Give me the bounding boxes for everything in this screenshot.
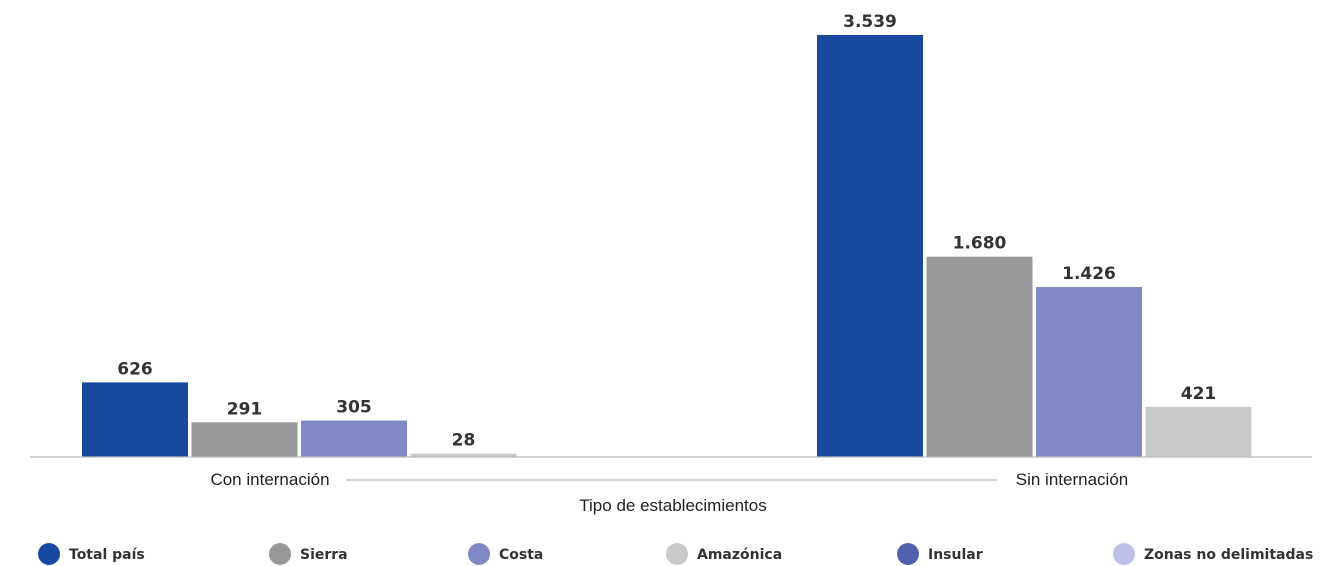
legend-label: Sierra	[300, 547, 348, 563]
x-axis-title: Tipo de establecimientos	[579, 496, 766, 515]
legend-label: Zonas no delimitadas	[1144, 547, 1313, 563]
legend-item-zonas-no-delimitadas: Zonas no delimitadas	[1113, 543, 1313, 565]
legend-swatch	[468, 543, 490, 565]
legend-item-amazónica: Amazónica	[666, 543, 782, 565]
data-label: 3.539	[843, 12, 897, 32]
legend-swatch	[38, 543, 60, 565]
bar-amazónica-0	[410, 453, 517, 457]
data-label: 1.680	[953, 234, 1007, 254]
legend-swatch	[269, 543, 291, 565]
legend-item-insular: Insular	[897, 543, 983, 565]
legend-label: Total país	[69, 547, 145, 563]
data-label: 421	[1181, 384, 1217, 404]
legend-item-sierra: Sierra	[269, 543, 348, 565]
legend-swatch	[1113, 543, 1135, 565]
legend: Total país Sierra Costa Amazónica Insular Zon…	[38, 543, 1313, 565]
bar-amazónica-1	[1145, 406, 1252, 457]
bars-layer	[82, 35, 1252, 457]
legend-label: Costa	[499, 547, 543, 563]
legend-item-total-país: Total país	[38, 543, 145, 565]
legend-label: Insular	[928, 547, 983, 563]
category-label-con-internacion: Con internación	[210, 470, 329, 489]
legend-swatch	[897, 543, 919, 565]
bar-total-país-1	[817, 35, 923, 457]
bar-total-país-0	[82, 382, 188, 457]
category-labels-layer: Con internación Sin internación	[210, 470, 1128, 489]
legend-item-costa: Costa	[468, 543, 543, 565]
data-label: 28	[452, 431, 476, 451]
bar-sierra-0	[191, 422, 298, 457]
data-label: 1.426	[1062, 264, 1116, 284]
legend-label: Amazónica	[697, 547, 782, 563]
bar-costa-1	[1036, 287, 1142, 457]
bar-labels-layer: 626 3.539 291 1.680 305 1.426 28 421	[117, 12, 1216, 451]
data-label: 305	[336, 398, 372, 418]
data-label: 291	[227, 399, 263, 419]
legend-swatch	[666, 543, 688, 565]
bar-costa-0	[301, 420, 407, 457]
bar-sierra-1	[926, 256, 1033, 457]
category-label-sin-internacion: Sin internación	[1016, 470, 1128, 489]
data-label: 626	[117, 359, 153, 379]
